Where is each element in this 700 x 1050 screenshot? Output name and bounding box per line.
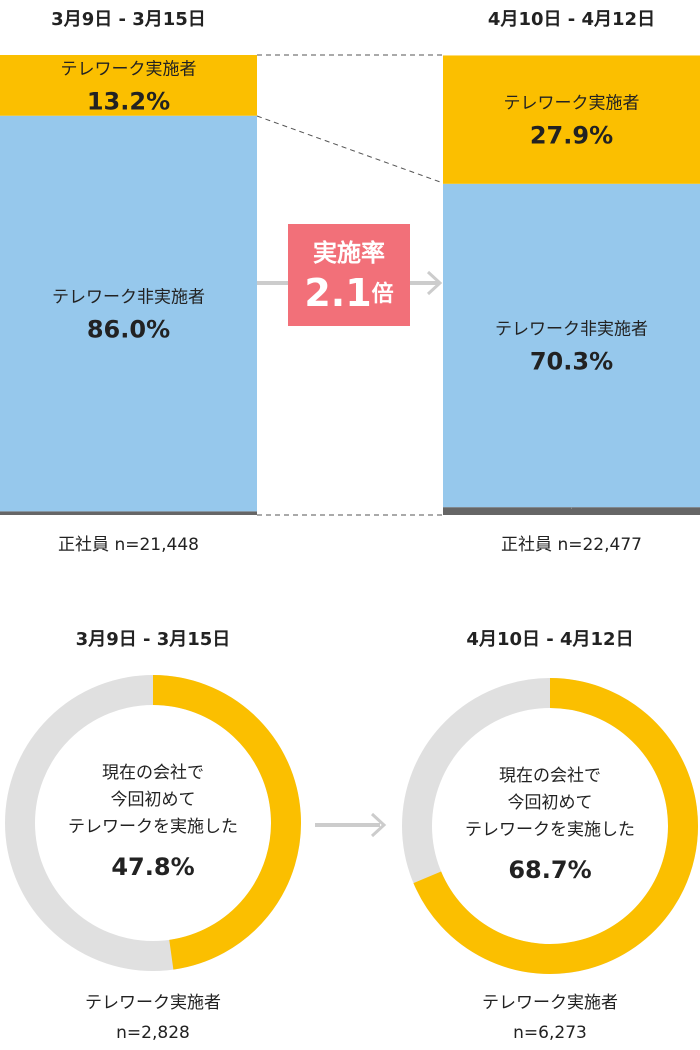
caption: 正社員 n=22,477 bbox=[501, 535, 642, 555]
bar-segment bbox=[443, 55, 700, 184]
value-label: 68.7% bbox=[508, 856, 591, 884]
value-label: 27.9% bbox=[530, 122, 613, 150]
chart-title: 3月9日 - 3月15日 bbox=[76, 629, 231, 650]
ratio-value: 2.1 bbox=[304, 271, 371, 315]
chart-title: 4月10日 - 4月12日 bbox=[488, 9, 655, 30]
segment-label: テレワーク非実施者 bbox=[495, 319, 648, 339]
segment-label: テレワーク実施者 bbox=[504, 94, 640, 114]
value-label: 47.8% bbox=[111, 853, 194, 881]
bar-segment bbox=[0, 55, 257, 116]
bar-segment bbox=[443, 507, 700, 515]
caption: 正社員 n=21,448 bbox=[58, 535, 199, 555]
ratio-box bbox=[288, 224, 410, 326]
segment-label: テレワーク非実施者 bbox=[52, 288, 205, 308]
ratio-text: 2.1倍 bbox=[304, 271, 393, 315]
center-text: テレワークを実施した bbox=[465, 820, 635, 840]
donut-arc bbox=[413, 678, 698, 974]
value-label: 13.2% bbox=[87, 87, 170, 115]
segment-label: テレワーク実施者 bbox=[61, 59, 197, 79]
center-text: 今回初めて bbox=[508, 793, 593, 813]
value-label: 86.0% bbox=[87, 316, 170, 344]
connector bbox=[256, 115, 444, 184]
bar-segment bbox=[443, 183, 700, 508]
chart-title: 4月10日 - 4月12日 bbox=[466, 629, 633, 650]
value-label: 70.3% bbox=[530, 347, 613, 375]
center-text: 現在の会社で bbox=[499, 766, 601, 786]
center-text: 今回初めて bbox=[111, 790, 196, 810]
donut-arc bbox=[152, 675, 301, 970]
chart-title: 3月9日 - 3月15日 bbox=[51, 9, 206, 30]
ratio-unit: 倍 bbox=[372, 281, 394, 307]
bar-segment bbox=[0, 115, 257, 512]
caption: テレワーク実施者 bbox=[482, 993, 618, 1013]
arrow-head bbox=[426, 270, 443, 296]
caption: テレワーク実施者 bbox=[85, 993, 221, 1013]
caption: n=6,273 bbox=[513, 1023, 587, 1043]
center-text: 現在の会社で bbox=[102, 763, 204, 783]
arrow-head bbox=[370, 812, 387, 838]
center-text: テレワークを実施した bbox=[68, 817, 238, 837]
caption: n=2,828 bbox=[116, 1023, 190, 1043]
bar-segment bbox=[0, 511, 257, 515]
ratio-label: 実施率 bbox=[313, 239, 385, 267]
